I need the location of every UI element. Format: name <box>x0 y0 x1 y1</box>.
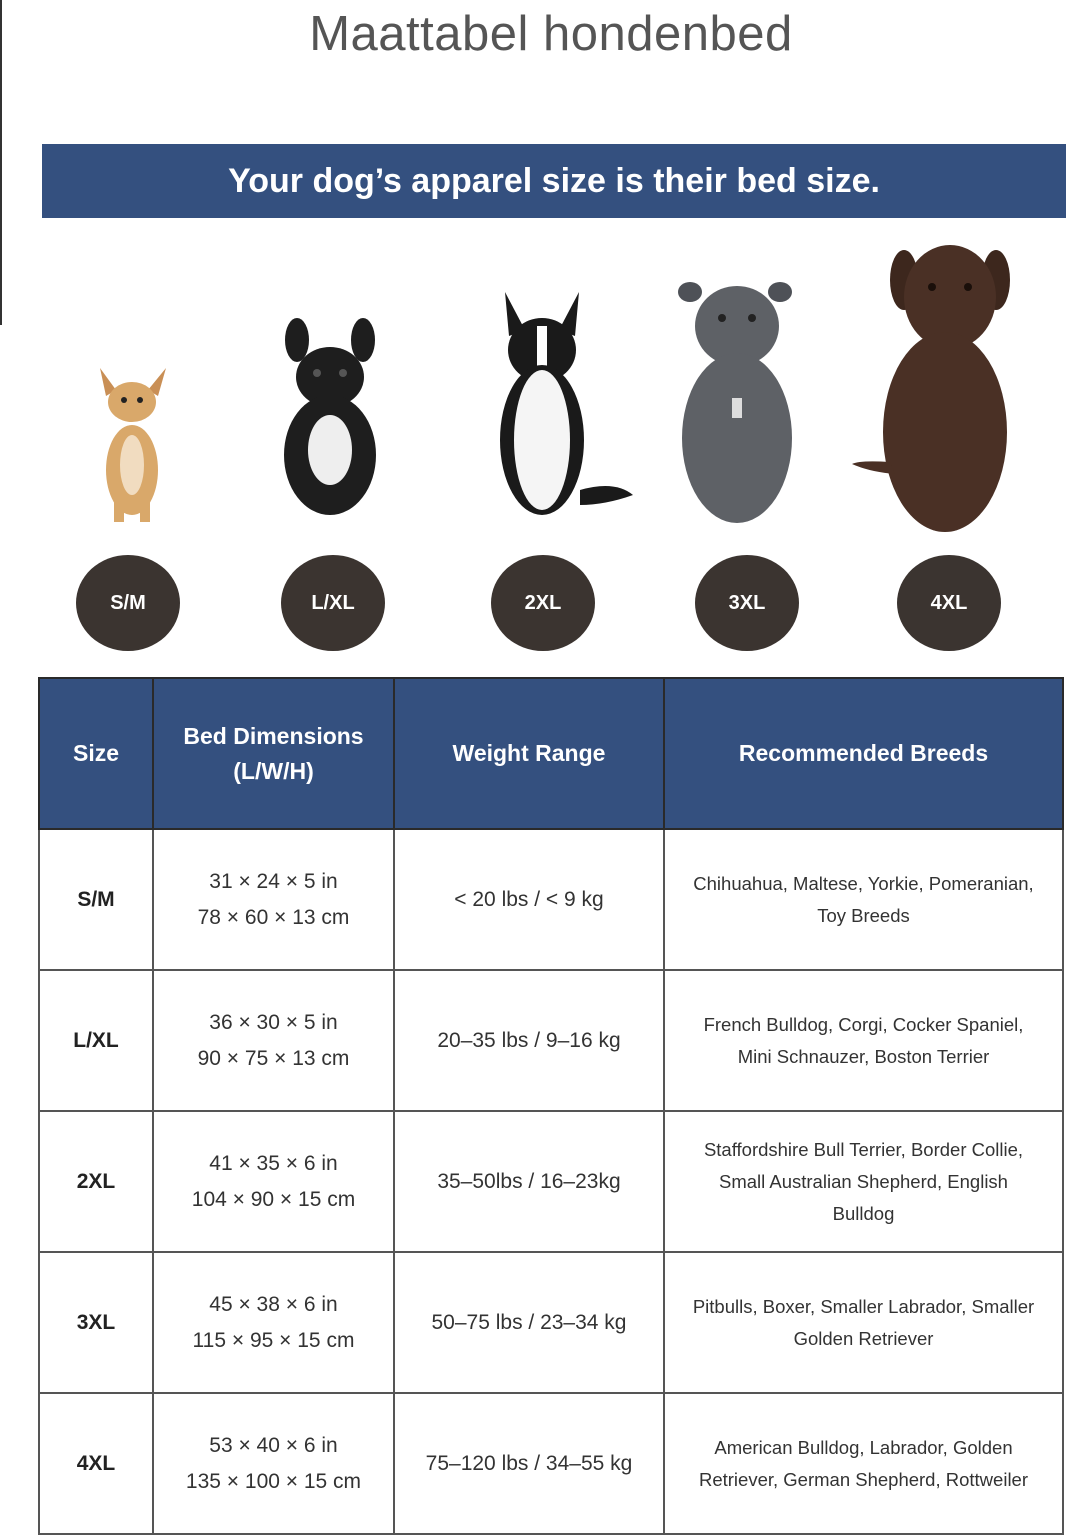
cell-weight: 20–35 lbs / 9–16 kg <box>393 969 665 1112</box>
header-size: Size <box>38 677 154 830</box>
cell-dimensions: 36 × 30 × 5 in 90 × 75 × 13 cm <box>152 969 395 1112</box>
dimensions-cm: 78 × 60 × 13 cm <box>197 905 350 929</box>
dimensions-cm: 135 × 100 × 15 cm <box>185 1469 362 1493</box>
header-breeds: Recommended Breeds <box>663 677 1064 830</box>
cell-breeds: American Bulldog, Labrador, Golden Retri… <box>663 1392 1064 1535</box>
dimensions-cm: 104 × 90 × 15 cm <box>191 1187 356 1211</box>
table-row: 3XL 45 × 38 × 6 in 115 × 95 × 15 cm 50–75 l… <box>38 1251 1064 1394</box>
cell-weight: < 20 lbs / < 9 kg <box>393 828 665 971</box>
cell-size: 4XL <box>38 1392 154 1535</box>
table-row: L/XL 36 × 30 × 5 in 90 × 75 × 13 cm 20–35 l… <box>38 969 1064 1112</box>
dimensions-in: 45 × 38 × 6 in <box>209 1292 338 1316</box>
header-dimensions: Bed Dimensions (L/W/H) <box>152 677 395 830</box>
cell-size: 2XL <box>38 1110 154 1253</box>
cell-size: 3XL <box>38 1251 154 1394</box>
dimensions-in: 36 × 30 × 5 in <box>209 1010 338 1034</box>
dimensions-cm: 90 × 75 × 13 cm <box>197 1046 350 1070</box>
size-badge-4xl: 4XL <box>897 555 1001 651</box>
chihuahua-image <box>100 368 166 522</box>
header-dimensions-line2: (L/W/H) <box>233 757 314 784</box>
size-table: Size Bed Dimensions (L/W/H) Weight Range … <box>38 677 1064 1535</box>
cell-dimensions: 53 × 40 × 6 in 135 × 100 × 15 cm <box>152 1392 395 1535</box>
dimensions-in: 53 × 40 × 6 in <box>209 1433 338 1457</box>
cell-breeds: French Bulldog, Corgi, Cocker Spaniel, M… <box>663 969 1064 1112</box>
size-badge-2xl: 2XL <box>491 555 595 651</box>
size-badge-3xl: 3XL <box>695 555 799 651</box>
cell-dimensions: 45 × 38 × 6 in 115 × 95 × 15 cm <box>152 1251 395 1394</box>
header-weight: Weight Range <box>393 677 665 830</box>
size-badge-lxl: L/XL <box>281 555 385 651</box>
cell-dimensions: 41 × 35 × 6 in 104 × 90 × 15 cm <box>152 1110 395 1253</box>
cell-size: S/M <box>38 828 154 971</box>
banner: Your dog’s apparel size is their bed siz… <box>42 144 1066 218</box>
cell-size: L/XL <box>38 969 154 1112</box>
page-edge <box>0 0 2 325</box>
cell-dimensions: 31 × 24 × 5 in 78 × 60 × 13 cm <box>152 828 395 971</box>
cell-breeds: Staffordshire Bull Terrier, Border Colli… <box>663 1110 1064 1253</box>
cell-breeds: Chihuahua, Maltese, Yorkie, Pomeranian, … <box>663 828 1064 971</box>
size-badge-sm: S/M <box>76 555 180 651</box>
table-header-row: Size Bed Dimensions (L/W/H) Weight Range … <box>38 677 1064 830</box>
cell-weight: 35–50lbs / 16–23kg <box>393 1110 665 1253</box>
french-bulldog-image <box>284 318 376 515</box>
cell-breeds: Pitbulls, Boxer, Smaller Labrador, Small… <box>663 1251 1064 1394</box>
cell-weight: 75–120 lbs / 34–55 kg <box>393 1392 665 1535</box>
border-collie-image <box>500 292 633 515</box>
dimensions-in: 41 × 35 × 6 in <box>209 1151 338 1175</box>
page-title: Maattabel hondenbed <box>309 7 793 61</box>
dimensions-cm: 115 × 95 × 15 cm <box>192 1328 355 1352</box>
labrador-image <box>852 245 1010 532</box>
cell-weight: 50–75 lbs / 23–34 kg <box>393 1251 665 1394</box>
table-row: 2XL 41 × 35 × 6 in 104 × 90 × 15 cm 35–50lb… <box>38 1110 1064 1253</box>
table-row: S/M 31 × 24 × 5 in 78 × 60 × 13 cm < 20 lbs… <box>38 828 1064 971</box>
header-dimensions-line1: Bed Dimensions <box>183 722 364 749</box>
pitbull-image <box>678 282 792 523</box>
table-row: 4XL 53 × 40 × 6 in 135 × 100 × 15 cm 75–120… <box>38 1392 1064 1535</box>
dimensions-in: 31 × 24 × 5 in <box>209 869 338 893</box>
